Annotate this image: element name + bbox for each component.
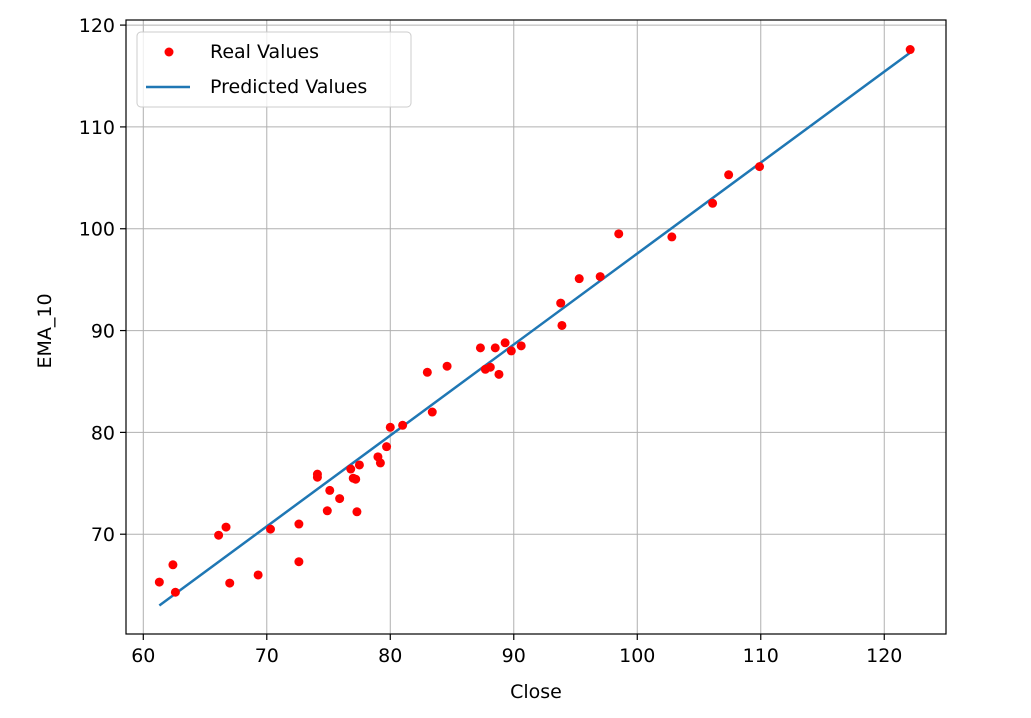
real-value-point [708, 198, 718, 208]
real-value-point [354, 460, 364, 470]
real-value-point [574, 274, 584, 284]
real-value-point [398, 420, 408, 430]
real-value-point [442, 361, 452, 371]
real-value-point [325, 485, 335, 495]
real-value-point [667, 232, 677, 242]
real-value-point [265, 524, 275, 534]
real-value-point [490, 343, 500, 353]
real-value-point [154, 577, 164, 587]
legend-label-real: Real Values [210, 41, 319, 63]
y-axis-label: EMA_10 [34, 293, 56, 368]
real-value-point [294, 557, 304, 567]
y-tick-label: 120 [79, 15, 115, 37]
real-value-point [500, 338, 510, 348]
x-tick-label: 80 [378, 645, 402, 667]
real-value-point [346, 464, 356, 474]
real-value-point [312, 472, 322, 482]
y-tick-label: 100 [79, 219, 115, 241]
real-value-point [506, 346, 516, 356]
legend: Real Values Predicted Values [136, 31, 412, 108]
x-tick-label: 70 [255, 645, 279, 667]
y-axis: 70 80 90 100 110 120 [79, 15, 126, 546]
real-value-point [475, 343, 485, 353]
predicted-values-line [158, 51, 911, 607]
plot-area-frame [125, 19, 947, 635]
real-value-point [556, 298, 566, 308]
real-value-point [168, 560, 178, 570]
real-value-point [352, 507, 362, 517]
real-value-point [422, 367, 432, 377]
y-tick-label: 80 [91, 422, 115, 444]
real-value-point [755, 162, 765, 172]
x-axis: 60 70 80 90 100 110 120 [131, 634, 902, 667]
x-tick-label: 90 [502, 645, 526, 667]
real-value-point [214, 530, 224, 540]
grid [126, 20, 946, 634]
real-value-point [485, 362, 495, 372]
y-tick-label: 70 [91, 524, 115, 546]
y-tick-label: 110 [79, 117, 115, 139]
real-value-point [375, 458, 385, 468]
prediction-line-layer [158, 51, 911, 607]
real-value-point [351, 474, 361, 484]
real-value-point [382, 442, 392, 452]
real-value-point [322, 506, 332, 516]
real-value-point [905, 45, 915, 55]
legend-scatter-marker [164, 47, 174, 57]
real-value-point [221, 522, 231, 532]
x-tick-label: 120 [866, 645, 902, 667]
real-value-point [385, 422, 395, 432]
x-tick-label: 110 [743, 645, 779, 667]
real-value-point [724, 170, 734, 180]
real-value-point [427, 407, 437, 417]
real-value-point [294, 519, 304, 529]
real-value-point [494, 369, 504, 379]
x-tick-label: 60 [131, 645, 155, 667]
data-points [154, 45, 915, 597]
real-value-point [614, 229, 624, 239]
real-value-point [595, 272, 605, 282]
legend-box [136, 31, 412, 108]
x-tick-label: 100 [619, 645, 655, 667]
real-value-point [516, 341, 526, 351]
real-value-point [557, 320, 567, 330]
real-value-point [225, 578, 235, 588]
x-axis-label: Close [510, 681, 562, 703]
real-value-point [335, 494, 345, 504]
y-tick-label: 90 [91, 321, 115, 343]
legend-label-predicted: Predicted Values [210, 76, 367, 98]
real-value-point [253, 570, 263, 580]
real-value-point [170, 587, 180, 597]
